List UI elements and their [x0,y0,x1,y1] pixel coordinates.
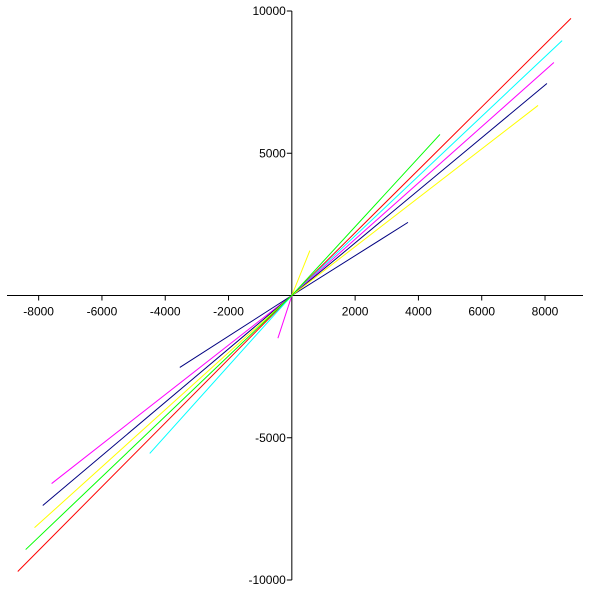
x-tick-label: 8000 [532,305,559,319]
series-line [291,250,311,296]
x-tick-label: -6000 [87,305,118,319]
series-line [149,40,563,454]
x-tick-label: 2000 [342,305,369,319]
x-tick-label: -4000 [150,305,181,319]
y-tick-label: -10000 [248,573,286,587]
x-tick-label: -8000 [23,305,54,319]
x-tick-label: -2000 [213,305,244,319]
series-line [51,62,555,484]
y-tick-label: 5000 [259,146,286,160]
y-tick-label: -5000 [255,431,286,445]
series-line [179,221,409,368]
y-tick-label: 10000 [252,4,286,18]
x-tick-label: 4000 [405,305,432,319]
series-line [277,295,293,339]
x-tick-label: 6000 [468,305,495,319]
series-line [25,134,441,550]
series-line [42,83,548,506]
series-line [17,18,572,572]
